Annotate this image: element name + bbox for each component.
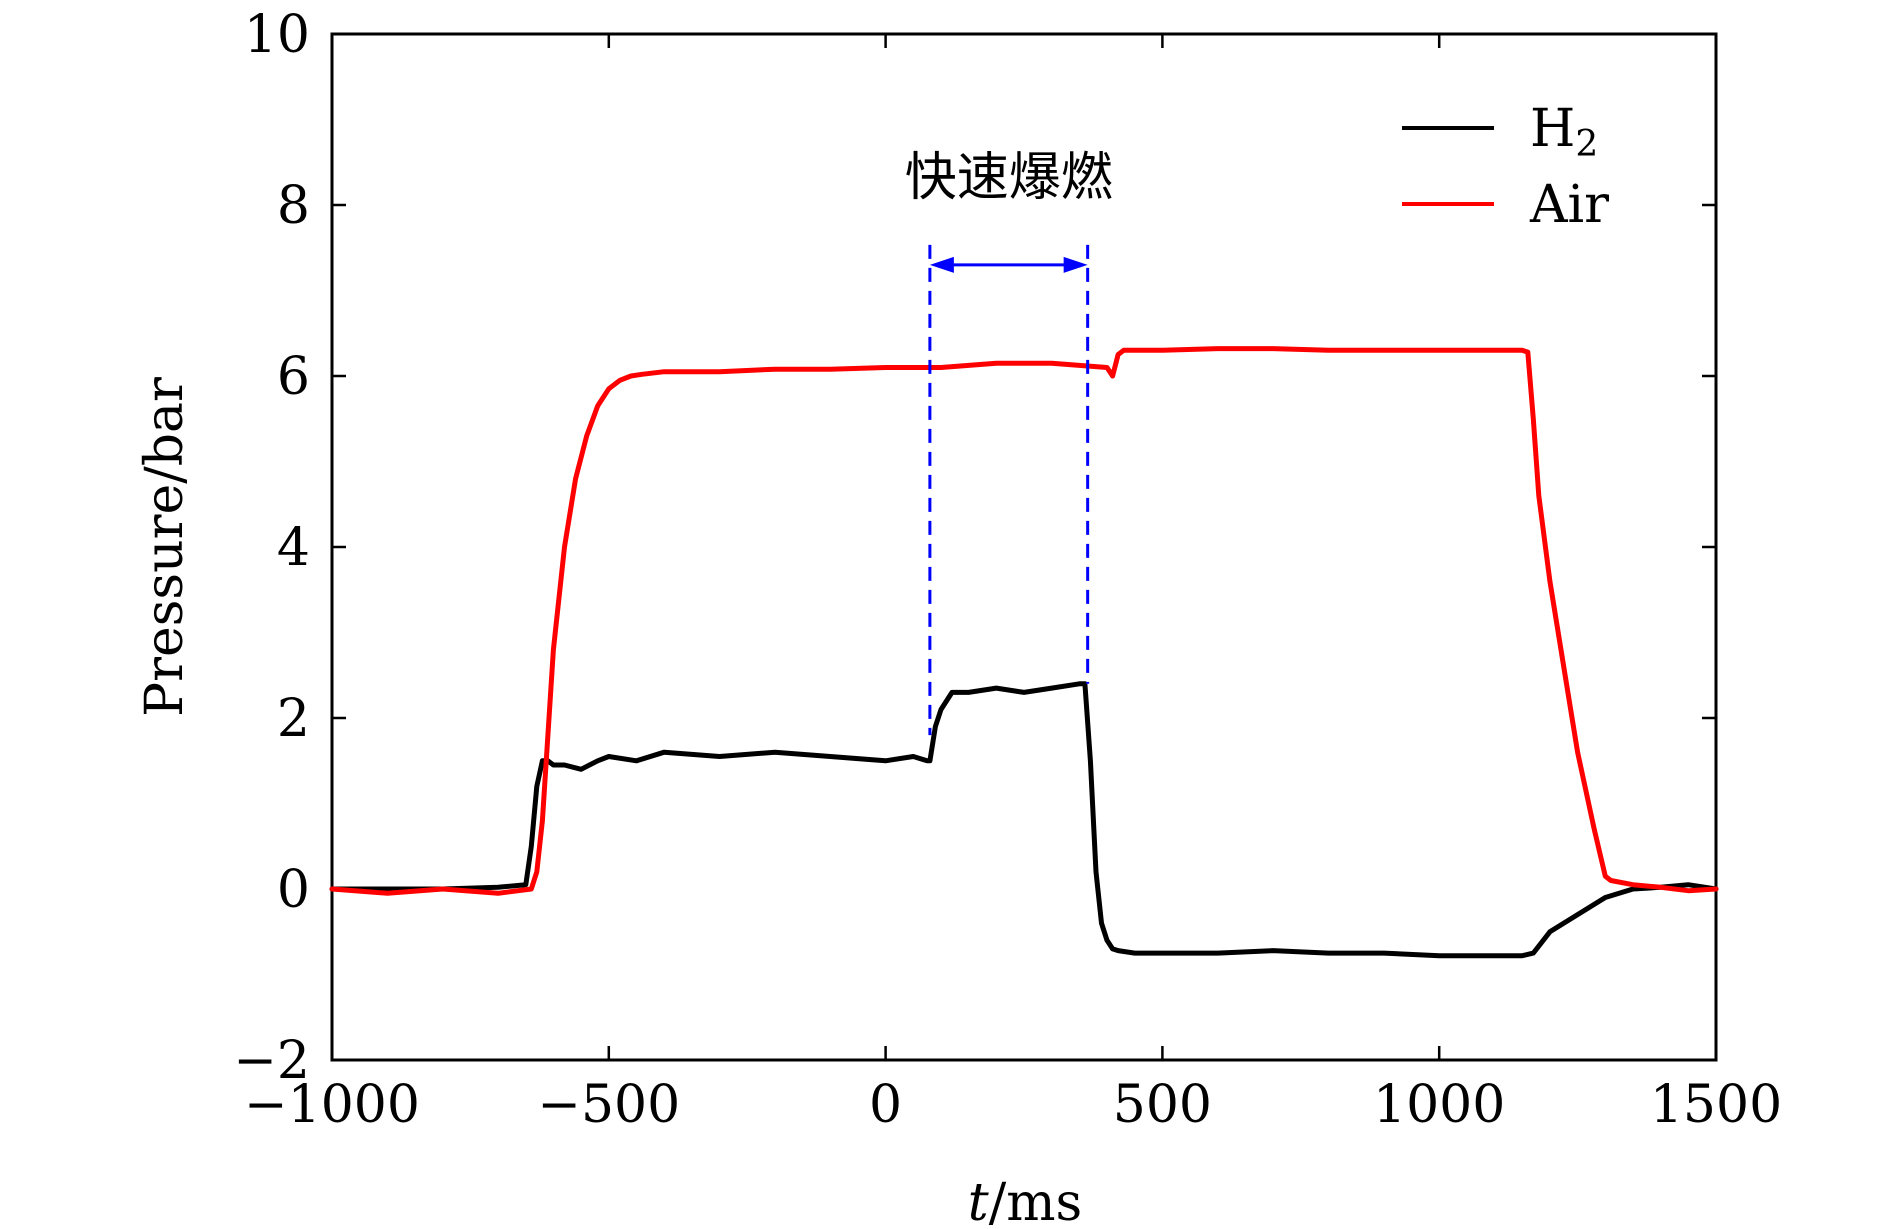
- annotation-arrowhead-right: [1063, 256, 1088, 273]
- x-tick-label: 1000: [1373, 1075, 1505, 1135]
- x-tick-label: 1500: [1650, 1075, 1782, 1135]
- x-tick-label: 500: [1113, 1075, 1212, 1135]
- series-layer: [329, 346, 1719, 959]
- annotation-arrowhead-left: [929, 256, 954, 273]
- y-tick-label: −2: [233, 1031, 310, 1091]
- axes-layer: −1000 −500 0 500 1000 1500 −2 0 2 4 6 8 10: [233, 5, 1782, 1135]
- y-tick-label: 6: [277, 347, 310, 407]
- x-tick-label: −500: [537, 1075, 680, 1135]
- legend-label-air-main: Air: [1529, 175, 1609, 235]
- y-axis-title: Pressure/bar: [135, 377, 195, 717]
- y-tick-label: 4: [277, 518, 310, 578]
- x-tick-label: −1000: [244, 1075, 420, 1135]
- y-tick-label: 2: [277, 689, 310, 749]
- series-line-air: [329, 346, 1719, 896]
- y-tick-label: 8: [277, 176, 310, 236]
- legend-label-air: Air: [1529, 175, 1609, 235]
- x-axis-variable: t: [968, 1173, 989, 1229]
- annotation-layer: 快速爆燃: [905, 148, 1113, 736]
- legend-label-h2: H2: [1530, 99, 1598, 165]
- legend: H2 Air: [1402, 99, 1609, 235]
- legend-label-h2-subscript: 2: [1575, 124, 1598, 165]
- legend-label-h2-main: H: [1530, 99, 1575, 159]
- x-axis-title: t/ms: [968, 1173, 1082, 1229]
- y-tick-label: 0: [277, 860, 310, 920]
- x-tick-label: 0: [869, 1075, 902, 1135]
- x-axis-unit: /ms: [989, 1173, 1083, 1229]
- annotation-label: 快速爆燃: [905, 148, 1113, 208]
- y-tick-label: 10: [244, 5, 310, 65]
- series-line-h2: [329, 681, 1719, 959]
